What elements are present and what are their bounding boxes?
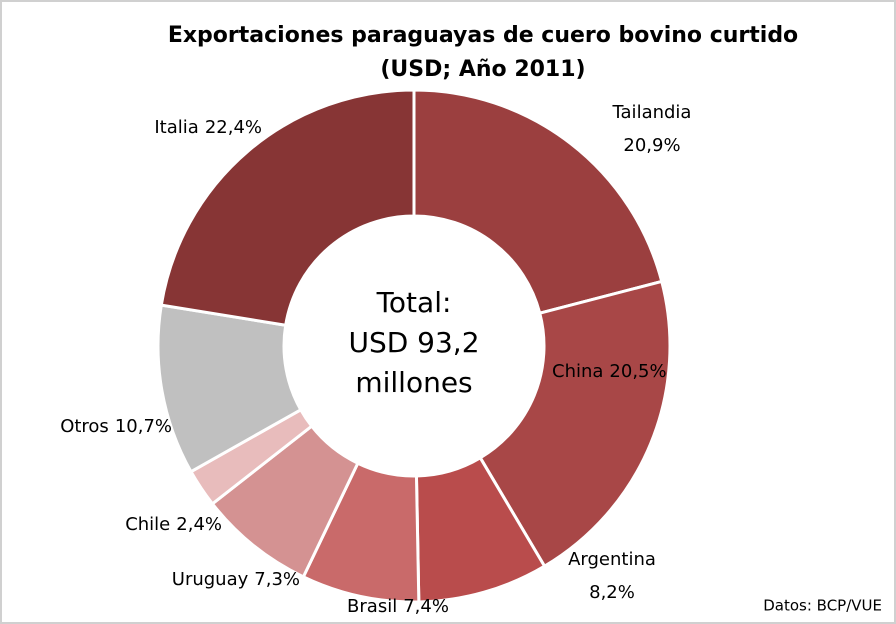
category-label: Brasil (347, 596, 397, 617)
value-label: 7,3% (254, 569, 300, 590)
slice-label: Brasil 7,4% (347, 596, 449, 617)
slices (156, 88, 672, 604)
slice (412, 88, 664, 316)
value-label: 20,5% (609, 361, 666, 382)
category-label: Argentina (568, 549, 656, 570)
category-label: China (552, 361, 603, 382)
center-text: millones (355, 366, 472, 399)
value-label: 2,4% (176, 514, 222, 535)
category-label: Chile (125, 514, 170, 535)
value-label: 10,7% (115, 416, 172, 437)
slice (478, 279, 672, 569)
slice (159, 88, 416, 327)
value-label: 8,2% (589, 582, 635, 603)
slice-label: Italia 22,4% (154, 117, 262, 138)
chart-title: Exportaciones paraguayas de cuero bovino… (168, 23, 798, 48)
slice-label: Otros 10,7% (60, 416, 172, 437)
value-label: 7,4% (403, 596, 449, 617)
chart-subtitle: (USD; Año 2011) (380, 57, 585, 82)
category-label: Otros (60, 416, 109, 437)
center-text: USD 93,2 (348, 326, 479, 359)
category-label: Uruguay (172, 569, 249, 590)
labels: Tailandia 20,9% China 20,5% Argentina 8,2% Bra… (60, 102, 691, 617)
source-note: Datos: BCP/VUE (763, 597, 882, 615)
value-label: 20,9% (623, 135, 680, 156)
value-label: 22,4% (205, 117, 262, 138)
category-label: Italia (154, 117, 198, 138)
category-label: Tailandia (612, 102, 692, 123)
slice-label: China 20,5% (552, 361, 667, 382)
slice-label: Chile 2,4% (125, 514, 222, 535)
center-text: Total: (376, 286, 452, 319)
slice-label: Uruguay 7,3% (172, 569, 300, 590)
